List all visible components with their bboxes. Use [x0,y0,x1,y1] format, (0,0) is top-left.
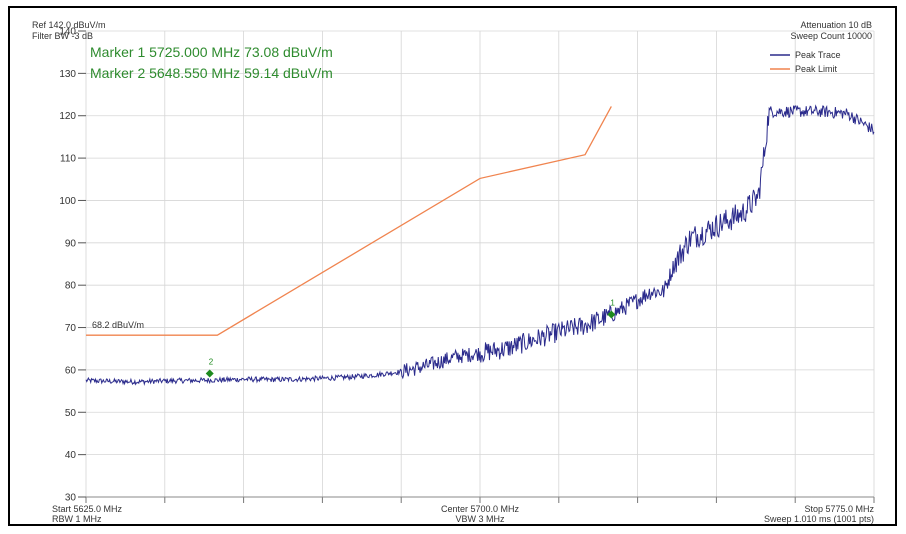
filter-bw-label: Filter BW -3 dB [32,31,93,41]
y-tick-label: 110 [60,154,76,165]
y-tick-label: 50 [65,408,77,419]
legend-limit-label: Peak Limit [795,64,838,74]
y-tick-label: 100 [59,196,76,207]
spectrum-chart: 30 40 50 60 70 80 90 100 110 120 130 140 Ref 142.0 … [32,20,875,524]
marker-2-label: 2 [209,358,214,367]
attenuation-label: Attenuation 10 dB [800,20,872,30]
legend-trace-label: Peak Trace [795,50,841,60]
stop-frequency-label: Stop 5775.0 MHz [804,504,874,514]
y-tick-label: 140 [59,27,76,38]
y-tick-label: 30 [65,493,77,504]
markers: 12 [205,298,616,378]
sweep-time-label: Sweep 1.010 ms (1001 pts) [764,514,874,524]
marker-1-diamond[interactable] [607,310,616,319]
sweep-count-label: Sweep Count 10000 [790,31,872,41]
vbw-label: VBW 3 MHz [455,514,505,524]
marker-1-label: 1 [610,298,615,307]
y-tick-label: 80 [65,281,77,292]
y-tick-label: 90 [65,238,77,249]
legend: Peak Trace Peak Limit [770,50,841,74]
grid [85,30,875,503]
start-frequency-label: Start 5625.0 MHz [52,504,123,514]
marker-1-readout: Marker 1 5725.000 MHz 73.08 dBuV/m [90,44,333,60]
marker-2-diamond[interactable] [205,369,214,378]
y-tick-label: 40 [65,450,77,461]
y-tick-label: 120 [59,111,76,122]
y-axis-ticks: 30 40 50 60 70 80 90 100 110 120 130 140 [59,27,86,504]
rbw-label: RBW 1 MHz [52,514,102,524]
ref-level-label: Ref 142.0 dBuV/m [32,20,106,30]
y-tick-label: 130 [59,69,76,80]
peak-trace-line [85,104,875,387]
marker-2-readout: Marker 2 5648.550 MHz 59.14 dBuV/m [90,65,333,81]
center-frequency-label: Center 5700.0 MHz [441,504,520,514]
y-tick-label: 70 [65,323,77,334]
limit-value-label: 68.2 dBuV/m [92,320,144,330]
spectrum-analyzer-panel: 30 40 50 60 70 80 90 100 110 120 130 140 Ref 142.0 … [8,6,897,526]
peak-limit-line [86,106,612,336]
y-tick-label: 60 [65,365,77,376]
